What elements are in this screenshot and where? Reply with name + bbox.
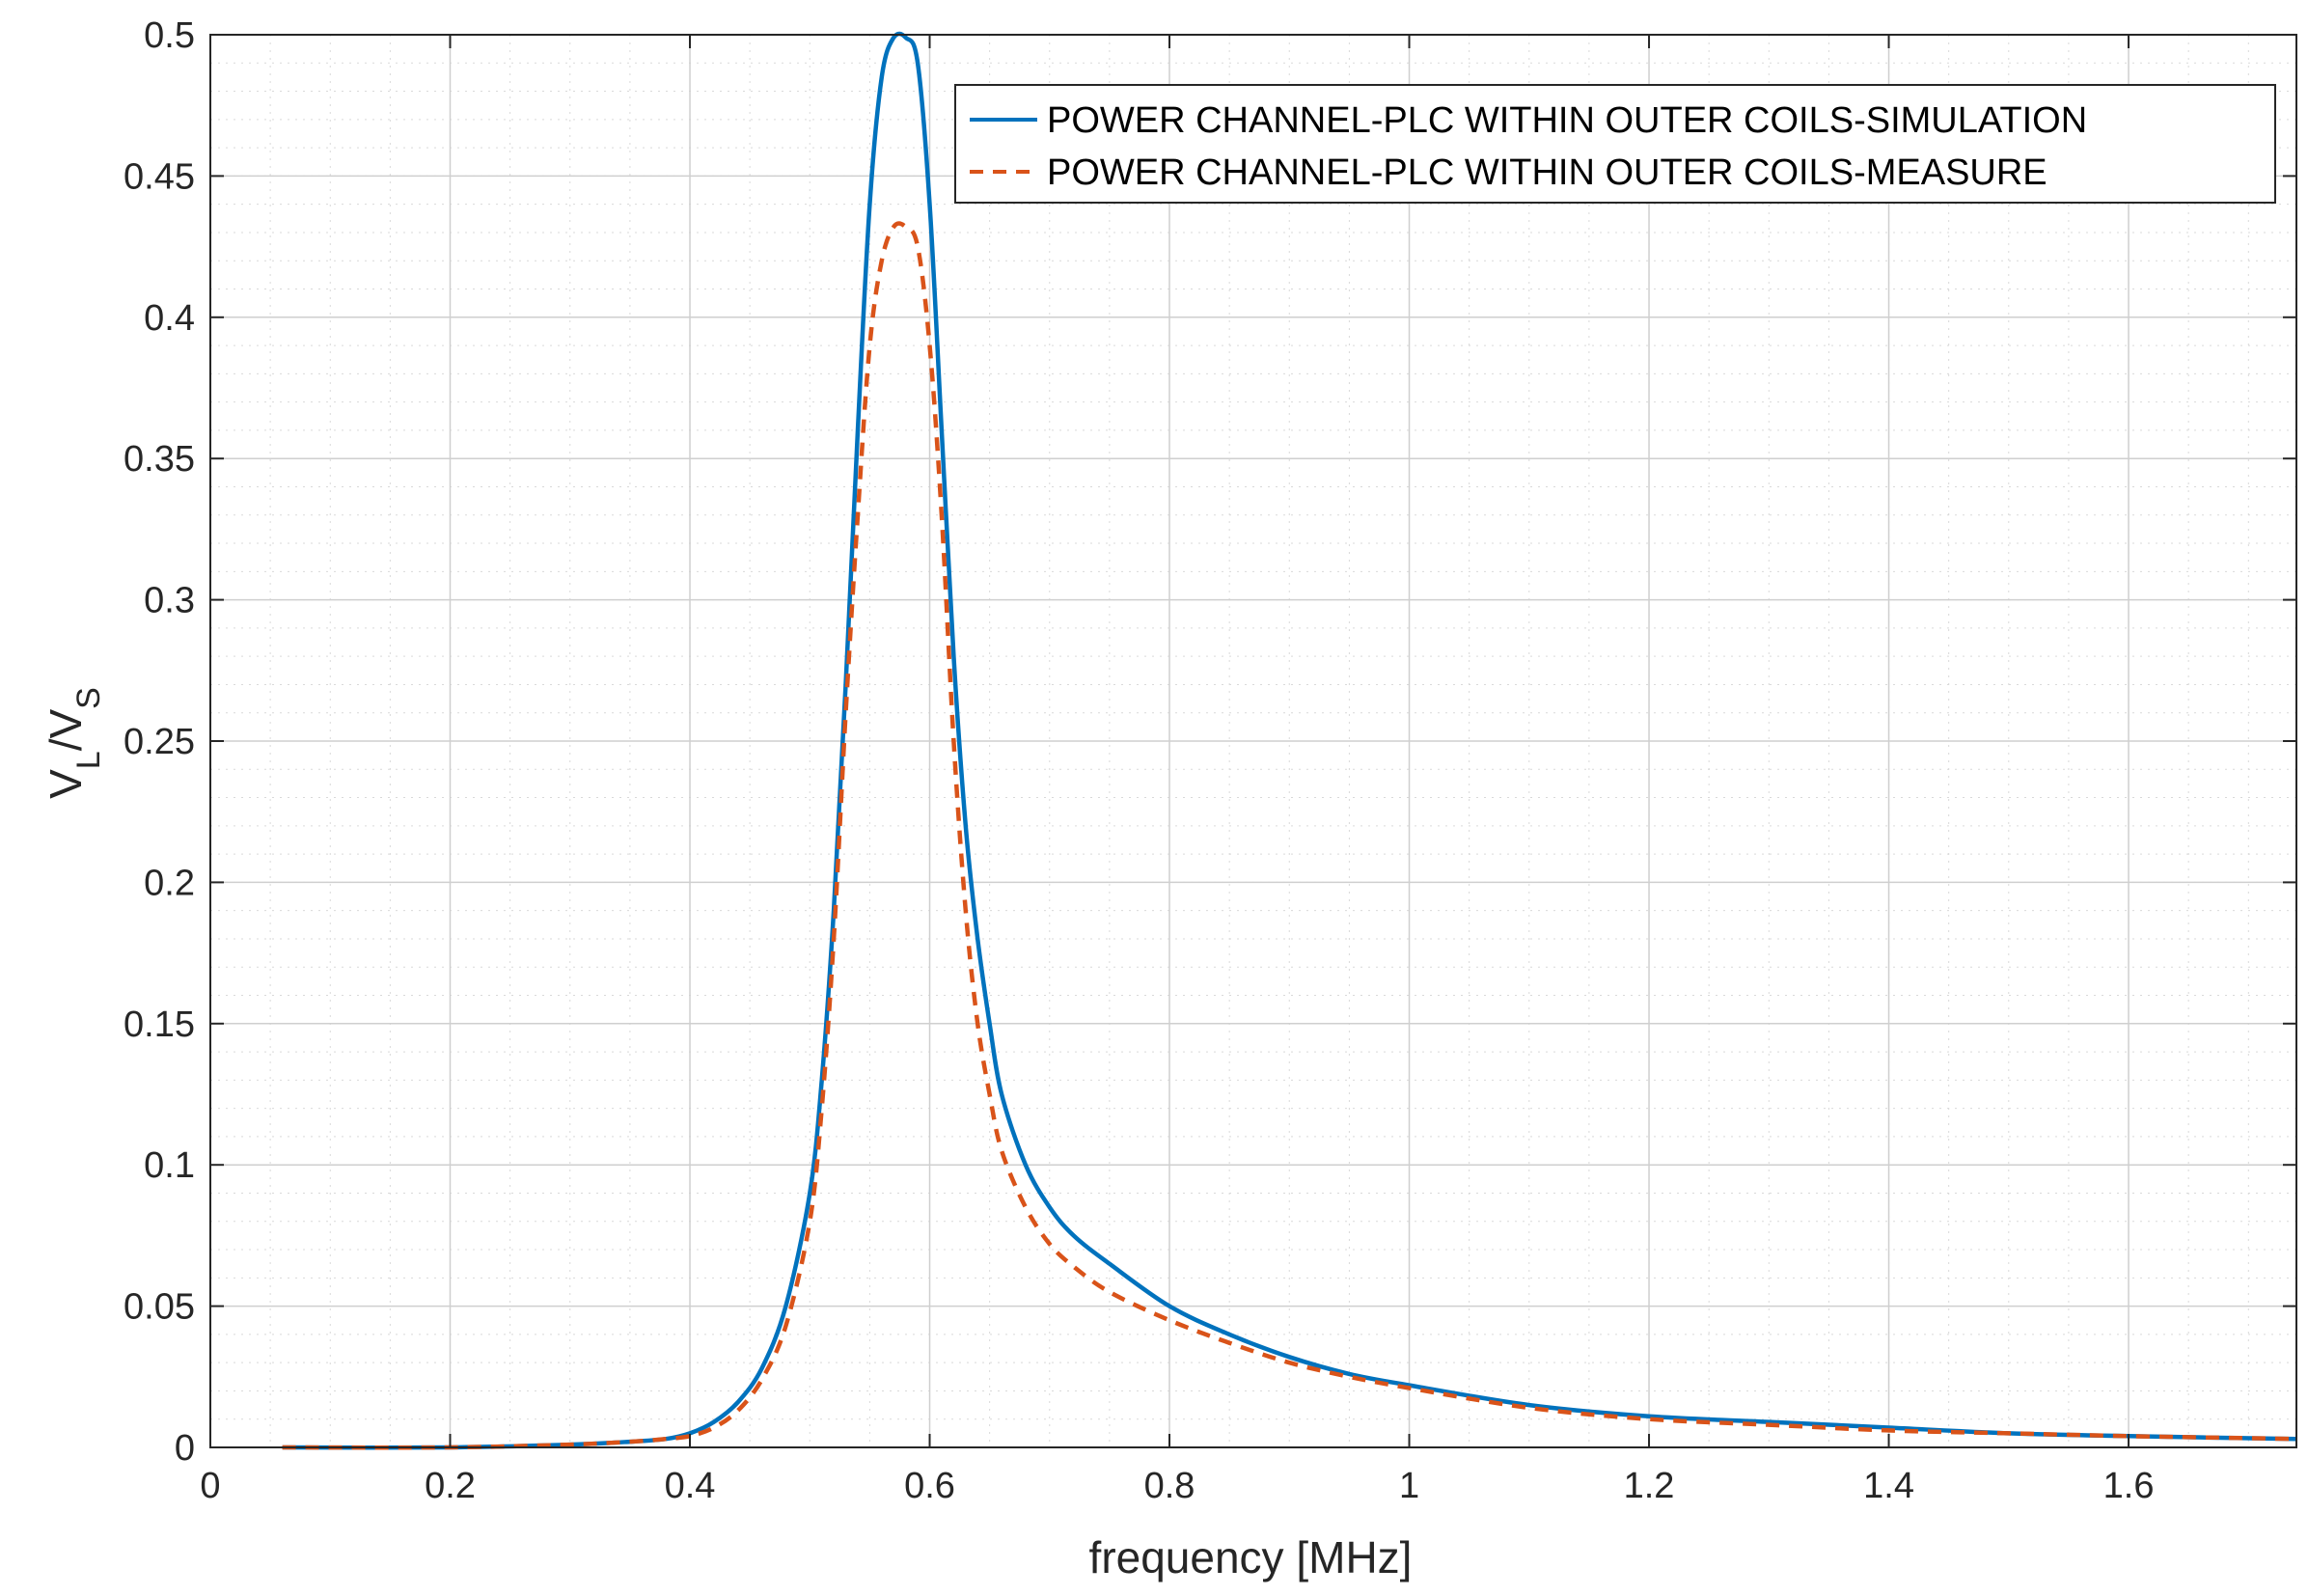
legend-label-measure: POWER CHANNEL-PLC WITHIN OUTER COILS-MEA… [1047, 152, 2047, 193]
y-tick-label: 0.15 [124, 1004, 195, 1045]
x-tick-label: 0 [200, 1466, 220, 1506]
legend-label-simulation: POWER CHANNEL-PLC WITHIN OUTER COILS-SIM… [1047, 100, 2087, 141]
y-tick-label: 0.35 [124, 439, 195, 480]
x-axis-title: frequency [MHz] [1089, 1532, 1413, 1582]
y-axis-title: VL/VS [41, 687, 107, 799]
x-tick-label: 0.8 [1144, 1466, 1195, 1506]
x-tick-labels: 0 0.2 0.4 0.6 0.8 1 1.2 1.4 1.6 [200, 1466, 2154, 1506]
y-tick-label: 0.1 [144, 1145, 195, 1186]
y-tick-label: 0.4 [144, 298, 195, 339]
x-tick-label: 1 [1399, 1466, 1419, 1506]
y-axis-title-sub-l: L [70, 751, 107, 769]
y-tick-label: 0.45 [124, 156, 195, 197]
y-axis-title-v: V [41, 769, 91, 799]
x-tick-label: 0.2 [425, 1466, 476, 1506]
series-line-simulation [282, 31, 2297, 1450]
y-tick-label: 0.3 [144, 581, 195, 621]
y-tick-label: 0.05 [124, 1287, 195, 1328]
x-tick-label: 0.4 [665, 1466, 716, 1506]
y-tick-label: 0.2 [144, 863, 195, 903]
y-axis-title-slash-v: /V [41, 708, 91, 751]
x-tick-label: 1.6 [2103, 1466, 2155, 1506]
x-tick-label: 1.4 [1863, 1466, 1914, 1506]
y-tick-label: 0 [175, 1428, 195, 1469]
legend-box [954, 84, 2276, 204]
tick-marks [209, 34, 2296, 1448]
x-tick-label: 1.2 [1624, 1466, 1675, 1506]
y-tick-label: 0.25 [124, 722, 195, 762]
y-tick-labels: 0 0.05 0.1 0.15 0.2 0.25 0.3 0.35 0.4 0.45 0.5 [124, 15, 195, 1469]
y-axis-title-sub-s: S [70, 687, 107, 709]
series-line-measure [282, 221, 2297, 1450]
x-tick-label: 0.6 [904, 1466, 955, 1506]
series-layer [282, 31, 2297, 1450]
y-tick-label: 0.5 [144, 15, 195, 56]
legend: POWER CHANNEL-PLC WITHIN OUTER COILS-SIM… [954, 84, 2276, 204]
